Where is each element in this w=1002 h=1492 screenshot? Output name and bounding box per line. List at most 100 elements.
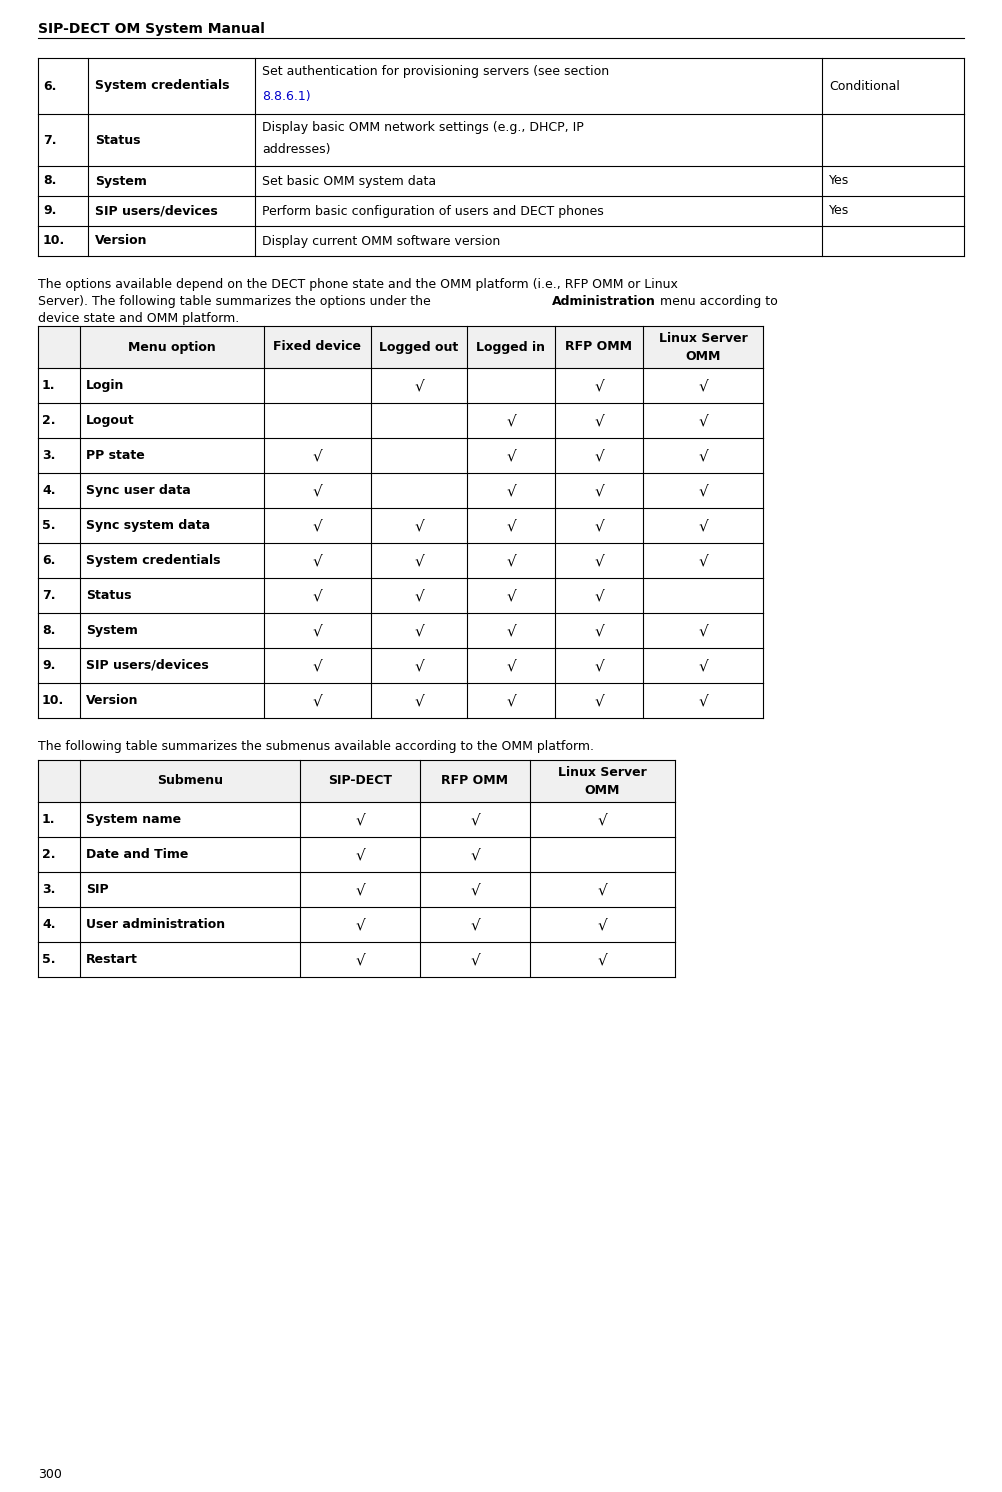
Text: √: √ [414, 588, 424, 603]
Text: Yes: Yes [829, 175, 850, 188]
Text: 1.: 1. [42, 379, 55, 392]
Text: √: √ [470, 812, 480, 827]
Text: Date and Time: Date and Time [86, 847, 188, 861]
Text: Version: Version [95, 234, 147, 248]
Text: 300: 300 [38, 1468, 62, 1482]
Text: Sync system data: Sync system data [86, 519, 210, 533]
Text: Yes: Yes [829, 204, 850, 218]
Text: 2.: 2. [42, 847, 55, 861]
Text: √: √ [355, 952, 365, 967]
Text: √: √ [414, 377, 424, 392]
Text: √: √ [355, 918, 365, 932]
Text: 4.: 4. [42, 483, 55, 497]
Text: System: System [86, 624, 138, 637]
Text: √: √ [470, 847, 480, 862]
Text: √: √ [698, 377, 707, 392]
Text: √: √ [506, 554, 516, 568]
Text: 6.: 6. [42, 554, 55, 567]
Text: Logged in: Logged in [477, 340, 545, 354]
Text: √: √ [506, 588, 516, 603]
Text: OMM: OMM [585, 783, 620, 797]
Text: √: √ [470, 918, 480, 932]
Text: Logout: Logout [86, 413, 134, 427]
Text: User administration: User administration [86, 918, 225, 931]
Text: 9.: 9. [43, 204, 56, 218]
Text: √: √ [313, 554, 323, 568]
Text: 3.: 3. [42, 883, 55, 897]
Text: Display basic OMM network settings (e.g., DHCP, IP: Display basic OMM network settings (e.g.… [262, 121, 584, 133]
Text: 4.: 4. [42, 918, 55, 931]
Text: √: √ [355, 847, 365, 862]
Text: 6.: 6. [43, 79, 56, 93]
Text: √: √ [414, 554, 424, 568]
Text: 1.: 1. [42, 813, 55, 827]
Text: SIP-DECT OM System Manual: SIP-DECT OM System Manual [38, 22, 265, 36]
Text: √: √ [597, 952, 607, 967]
Text: √: √ [506, 692, 516, 709]
Text: √: √ [597, 882, 607, 897]
Text: Set basic OMM system data: Set basic OMM system data [262, 175, 436, 188]
Text: SIP users/devices: SIP users/devices [86, 659, 208, 671]
Text: √: √ [414, 692, 424, 709]
Text: √: √ [313, 658, 323, 673]
Text: √: √ [506, 483, 516, 498]
Text: The following table summarizes the submenus available according to the OMM platf: The following table summarizes the subme… [38, 740, 594, 753]
Text: Login: Login [86, 379, 124, 392]
Text: Version: Version [86, 694, 138, 707]
Text: √: √ [597, 918, 607, 932]
Text: SIP-DECT: SIP-DECT [328, 774, 392, 788]
Text: Administration: Administration [551, 295, 655, 307]
Text: Display current OMM software version: Display current OMM software version [262, 234, 500, 248]
Text: 5.: 5. [42, 953, 55, 965]
Text: System name: System name [86, 813, 181, 827]
Text: 8.: 8. [43, 175, 56, 188]
Text: Fixed device: Fixed device [274, 340, 362, 354]
Text: Logged out: Logged out [380, 340, 459, 354]
Text: RFP OMM: RFP OMM [565, 340, 632, 354]
Text: √: √ [698, 554, 707, 568]
Text: Restart: Restart [86, 953, 138, 965]
Text: Sync user data: Sync user data [86, 483, 190, 497]
Text: PP state: PP state [86, 449, 144, 463]
Text: √: √ [470, 952, 480, 967]
Text: √: √ [594, 692, 604, 709]
Text: RFP OMM: RFP OMM [442, 774, 508, 788]
Text: 3.: 3. [42, 449, 55, 463]
Text: Status: Status [95, 133, 140, 146]
Text: √: √ [313, 588, 323, 603]
Text: addresses): addresses) [262, 143, 331, 155]
Text: √: √ [313, 692, 323, 709]
Text: √: √ [470, 882, 480, 897]
Text: √: √ [594, 588, 604, 603]
Text: √: √ [594, 413, 604, 428]
Text: √: √ [594, 483, 604, 498]
Text: System credentials: System credentials [95, 79, 229, 93]
Text: 10.: 10. [42, 694, 64, 707]
Text: √: √ [506, 518, 516, 533]
Text: Status: Status [86, 589, 131, 601]
Text: √: √ [594, 377, 604, 392]
Text: √: √ [698, 692, 707, 709]
Text: SIP users/devices: SIP users/devices [95, 204, 217, 218]
Text: √: √ [594, 518, 604, 533]
Text: 8.8.6.1): 8.8.6.1) [262, 90, 311, 103]
Text: Submenu: Submenu [157, 774, 223, 788]
Text: Conditional: Conditional [829, 79, 900, 93]
Text: √: √ [698, 483, 707, 498]
Text: √: √ [594, 448, 604, 463]
Text: √: √ [698, 518, 707, 533]
Text: √: √ [698, 448, 707, 463]
Text: Perform basic configuration of users and DECT phones: Perform basic configuration of users and… [262, 204, 604, 218]
Text: √: √ [698, 413, 707, 428]
Text: menu according to: menu according to [656, 295, 779, 307]
Text: Set authentication for provisioning servers (see section: Set authentication for provisioning serv… [262, 66, 609, 79]
Text: √: √ [698, 624, 707, 639]
Text: 9.: 9. [42, 659, 55, 671]
Text: Server). The following table summarizes the options under the: Server). The following table summarizes … [38, 295, 435, 307]
Text: √: √ [506, 658, 516, 673]
Text: 5.: 5. [42, 519, 55, 533]
Text: √: √ [597, 812, 607, 827]
Text: device state and OMM platform.: device state and OMM platform. [38, 312, 239, 325]
Text: OMM: OMM [685, 349, 720, 363]
Text: √: √ [414, 518, 424, 533]
